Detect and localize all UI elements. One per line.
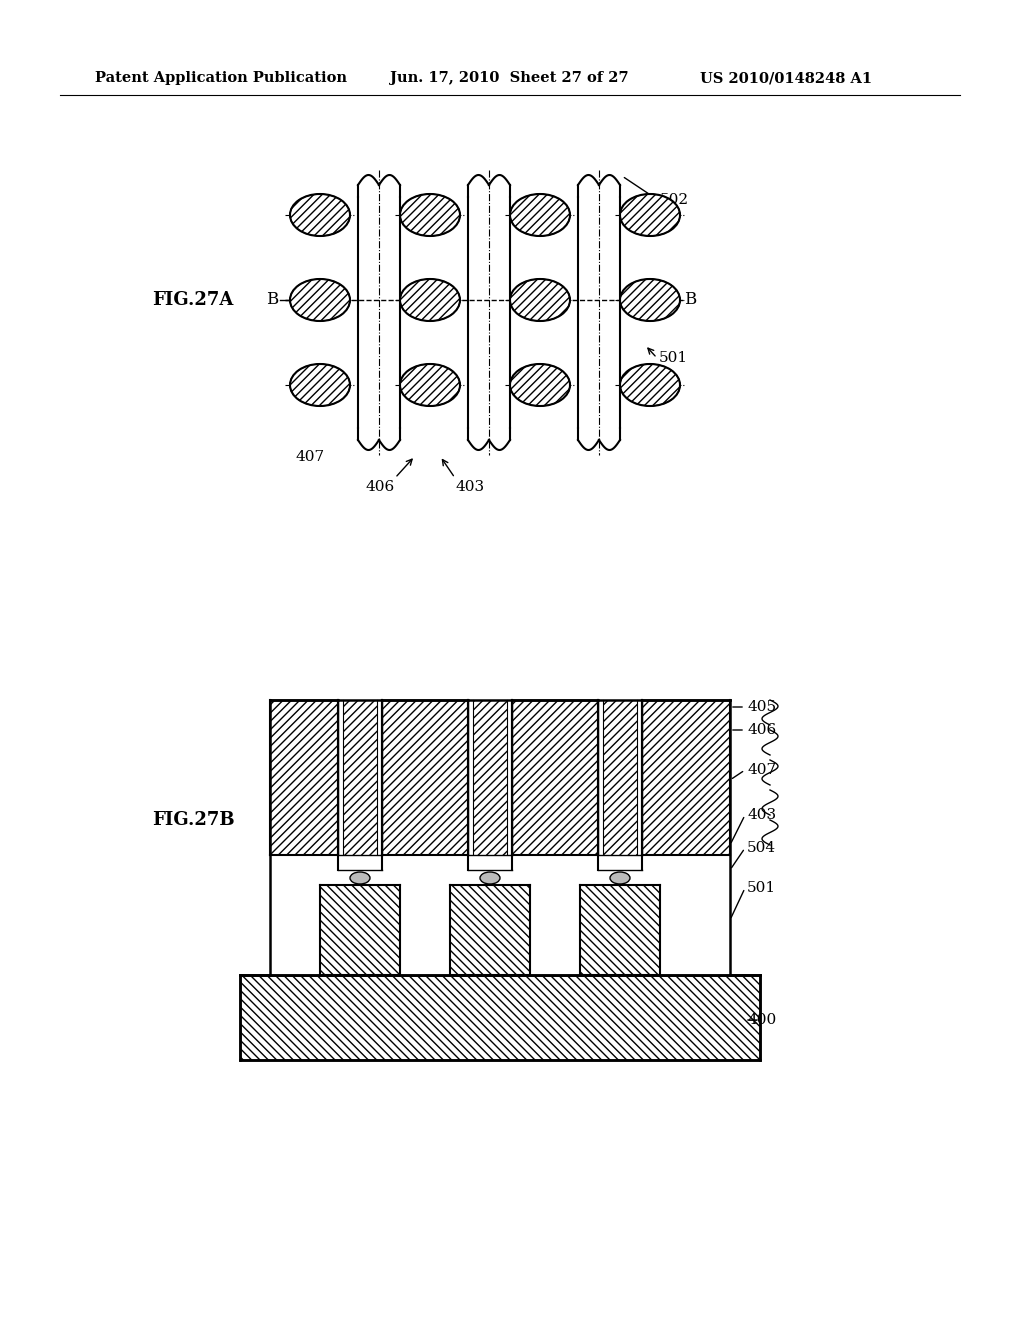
Polygon shape <box>270 700 730 975</box>
Polygon shape <box>382 700 468 855</box>
Polygon shape <box>603 700 637 855</box>
Text: 407: 407 <box>746 763 776 777</box>
Text: 403: 403 <box>455 480 484 494</box>
Text: US 2010/0148248 A1: US 2010/0148248 A1 <box>700 71 872 84</box>
Ellipse shape <box>610 873 630 884</box>
Text: 504: 504 <box>746 841 776 855</box>
Polygon shape <box>270 700 338 855</box>
Ellipse shape <box>290 364 350 407</box>
Text: Jun. 17, 2010  Sheet 27 of 27: Jun. 17, 2010 Sheet 27 of 27 <box>390 71 629 84</box>
Polygon shape <box>338 855 382 870</box>
Text: B: B <box>266 292 278 309</box>
Ellipse shape <box>510 364 570 407</box>
Polygon shape <box>343 700 377 855</box>
Ellipse shape <box>620 194 680 236</box>
Text: FIG.27A: FIG.27A <box>152 290 233 309</box>
Polygon shape <box>468 700 512 855</box>
Ellipse shape <box>480 873 500 884</box>
Polygon shape <box>338 700 382 855</box>
Ellipse shape <box>400 364 460 407</box>
Polygon shape <box>598 855 642 870</box>
Ellipse shape <box>290 194 350 236</box>
Polygon shape <box>240 975 760 1060</box>
Ellipse shape <box>400 194 460 236</box>
Ellipse shape <box>510 279 570 321</box>
Polygon shape <box>468 855 512 870</box>
Text: 501: 501 <box>659 351 688 366</box>
Polygon shape <box>319 884 400 975</box>
Text: Patent Application Publication: Patent Application Publication <box>95 71 347 84</box>
Ellipse shape <box>510 194 570 236</box>
Text: 502: 502 <box>660 193 689 207</box>
Polygon shape <box>642 700 730 855</box>
Text: 407: 407 <box>295 450 325 465</box>
Text: 400: 400 <box>746 1012 776 1027</box>
Text: FIG.27B: FIG.27B <box>152 810 234 829</box>
Text: 406: 406 <box>366 480 395 494</box>
Ellipse shape <box>400 279 460 321</box>
Ellipse shape <box>290 279 350 321</box>
Text: B: B <box>684 292 696 309</box>
Polygon shape <box>598 700 642 855</box>
Polygon shape <box>473 700 507 855</box>
Polygon shape <box>580 884 660 975</box>
Text: 406: 406 <box>746 723 776 737</box>
Text: 501: 501 <box>746 880 776 895</box>
Ellipse shape <box>620 364 680 407</box>
Polygon shape <box>512 700 598 855</box>
Polygon shape <box>450 884 530 975</box>
Text: 405: 405 <box>746 700 776 714</box>
Text: 403: 403 <box>746 808 776 822</box>
Ellipse shape <box>350 873 370 884</box>
Ellipse shape <box>620 279 680 321</box>
